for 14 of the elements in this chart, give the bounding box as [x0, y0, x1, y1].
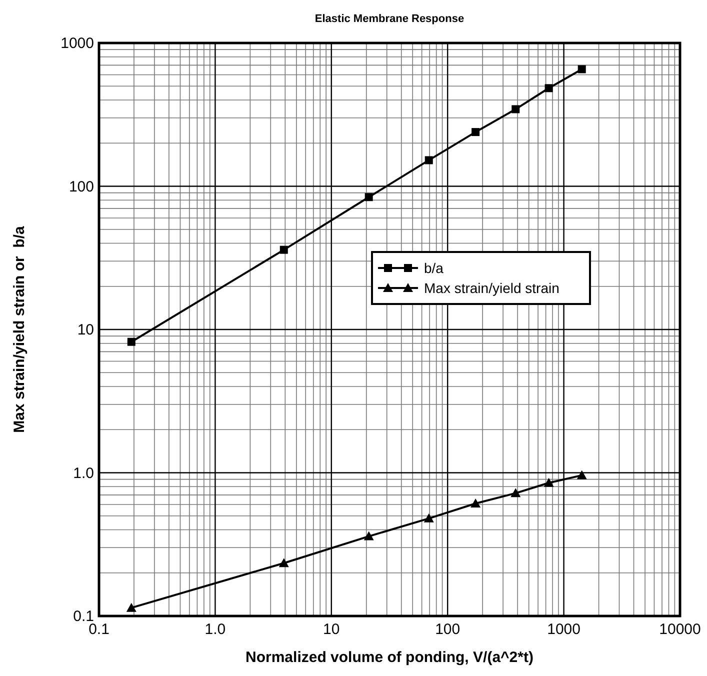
chart-title: Elastic Membrane Response: [314, 13, 464, 25]
y-tick-label: 1.0: [73, 464, 94, 482]
x-axis-title: Normalized volume of ponding, V/(a^2*t): [246, 649, 534, 666]
legend-label: Max strain/yield strain: [424, 280, 560, 296]
y-tick-label: 10: [77, 322, 94, 338]
x-tick-label: 10: [323, 621, 340, 638]
y-tick-label: 100: [68, 178, 94, 196]
x-tick-label: 10000: [659, 621, 701, 638]
x-tick-label: 1000: [547, 621, 580, 638]
y-tick-label: 1000: [60, 35, 94, 52]
y-axis-title: Max strain/yield strain or b/a: [11, 225, 28, 433]
legend-label: b/a: [424, 260, 444, 276]
x-tick-label: 1.0: [204, 621, 226, 638]
x-tick-label: 100: [435, 621, 460, 638]
